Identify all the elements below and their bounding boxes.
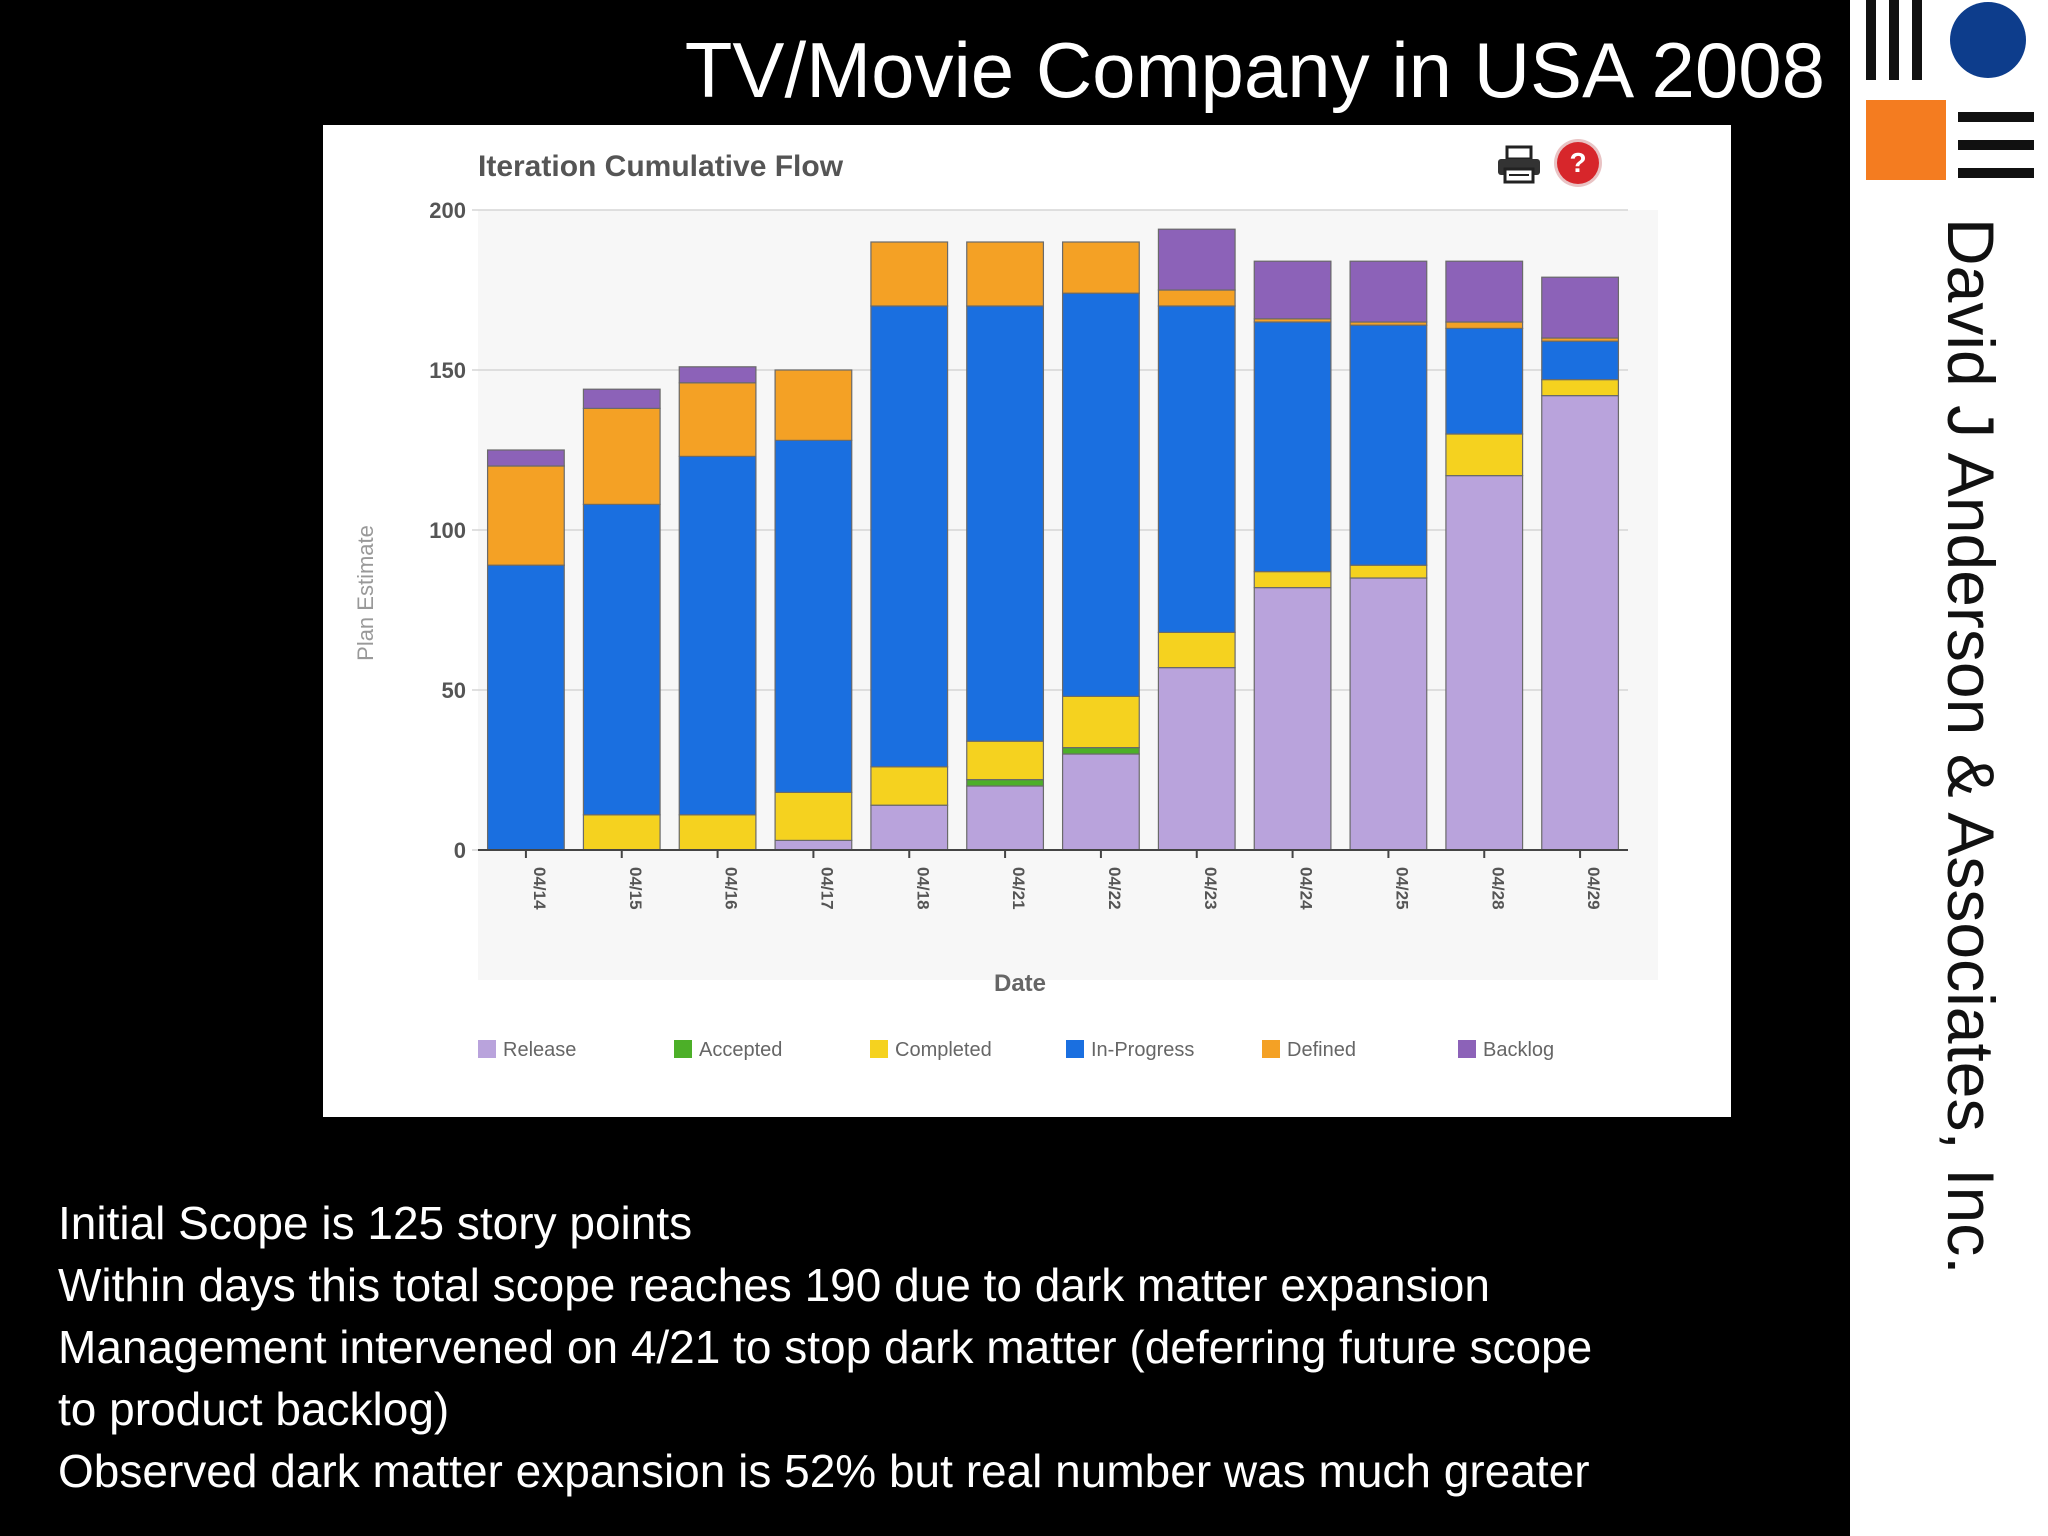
x-axis-label: Date: [994, 970, 1046, 997]
bar-segment-defined[interactable]: [966, 241, 1045, 307]
bar-segment-in-progress[interactable]: [1253, 321, 1332, 573]
x-tick-label: 04/16: [722, 867, 741, 910]
bar-segment-accepted[interactable]: [1061, 746, 1140, 755]
bullet-line: Initial Scope is 125 story points: [58, 1197, 693, 1249]
legend-label[interactable]: Release: [503, 1039, 576, 1061]
bar-segment-completed[interactable]: [966, 740, 1045, 781]
x-tick-label: 04/23: [1201, 867, 1220, 910]
cumulative-flow-chart: 0 50 100 150 200 04/14 04/15 04/16 04/17 04/18 04/…: [353, 198, 1658, 1061]
bar-segment-backlog[interactable]: [1445, 260, 1524, 323]
legend-label[interactable]: Defined: [1287, 1039, 1356, 1061]
legend-label[interactable]: Backlog: [1483, 1039, 1554, 1061]
bar-segment-completed[interactable]: [1445, 433, 1524, 477]
bullet-line: Observed dark matter expansion is 52% bu…: [58, 1445, 1590, 1497]
bar-segment-release[interactable]: [1061, 753, 1140, 851]
bar-segment-defined[interactable]: [678, 382, 757, 457]
bar-segment-release[interactable]: [966, 785, 1045, 851]
bar-segment-in-progress[interactable]: [966, 305, 1045, 742]
bar-segment-defined[interactable]: [1061, 241, 1140, 294]
bar-segment-release[interactable]: [1541, 395, 1620, 851]
bar-segment-completed[interactable]: [774, 791, 853, 842]
x-tick-label: 04/14: [530, 867, 549, 910]
y-tick-label: 200: [429, 198, 466, 223]
bar-segment-backlog[interactable]: [1541, 276, 1620, 339]
x-tick-label: 04/29: [1584, 867, 1603, 910]
bar-segment-release[interactable]: [1445, 475, 1524, 851]
company-logo-mark: [1866, 0, 2034, 180]
bar-segment-accepted[interactable]: [966, 778, 1045, 787]
bullet-line: to product backlog): [58, 1383, 450, 1435]
bar-segment-defined[interactable]: [1157, 289, 1236, 307]
bar-segment-in-progress[interactable]: [1061, 292, 1140, 698]
y-tick-label: 50: [442, 678, 466, 703]
bar-segment-backlog[interactable]: [678, 366, 757, 384]
bar-segment-completed[interactable]: [870, 766, 949, 806]
bar-segment-defined[interactable]: [582, 407, 661, 505]
x-tick-label: 04/24: [1297, 867, 1316, 910]
bar-segment-in-progress[interactable]: [1541, 340, 1620, 381]
bar-segment-in-progress[interactable]: [774, 439, 853, 793]
bar-segment-in-progress[interactable]: [1157, 305, 1236, 633]
bar-segment-backlog[interactable]: [1253, 260, 1332, 320]
x-tick-label: 04/25: [1392, 867, 1411, 910]
chart-panel: 0 50 100 150 200 04/14 04/15 04/16 04/17 04/18 04/…: [323, 125, 1731, 1117]
legend-swatch: [1458, 1040, 1476, 1058]
legend-label[interactable]: Completed: [895, 1039, 992, 1061]
bar-segment-backlog[interactable]: [1157, 228, 1236, 291]
bar-segment-release[interactable]: [1349, 577, 1428, 851]
legend-swatch: [1066, 1040, 1084, 1058]
bar-segment-completed[interactable]: [678, 814, 757, 851]
bullet-line: Within days this total scope reaches 190…: [58, 1259, 1490, 1311]
legend-label[interactable]: Accepted: [699, 1039, 782, 1061]
legend-label[interactable]: In-Progress: [1091, 1039, 1194, 1061]
y-axis-label: Plan Estimate: [353, 525, 378, 661]
bar-segment-completed[interactable]: [582, 814, 661, 851]
bar-segment-completed[interactable]: [1061, 695, 1140, 749]
logo-panel: David J Anderson & Associates, Inc.: [1850, 0, 2048, 1536]
chart-title: Iteration Cumulative Flow: [478, 150, 844, 183]
bullet-line: Management intervened on 4/21 to stop da…: [58, 1321, 1593, 1373]
x-tick-label: 04/22: [1105, 867, 1124, 910]
bar-segment-in-progress[interactable]: [678, 455, 757, 816]
y-tick-label: 100: [429, 518, 466, 543]
bar-segment-in-progress[interactable]: [1349, 324, 1428, 566]
x-tick-label: 04/21: [1009, 867, 1028, 910]
bar-segment-backlog[interactable]: [1349, 260, 1428, 323]
legend-swatch: [674, 1040, 692, 1058]
x-tick-label: 04/28: [1488, 867, 1507, 910]
y-tick-label: 150: [429, 358, 466, 383]
bar-segment-in-progress[interactable]: [870, 305, 949, 768]
bar-segment-backlog[interactable]: [486, 449, 565, 467]
bar-segment-in-progress[interactable]: [582, 503, 661, 816]
x-tick-label: 04/15: [626, 867, 645, 910]
bar-segment-in-progress[interactable]: [1445, 327, 1524, 435]
bar-segment-in-progress[interactable]: [486, 564, 565, 851]
bar-segment-defined[interactable]: [774, 369, 853, 442]
legend-swatch: [1262, 1040, 1280, 1058]
bar-segment-defined[interactable]: [870, 241, 949, 307]
bar-segment-completed[interactable]: [1253, 571, 1332, 589]
body-text: Initial Scope is 125 story points Within…: [58, 1192, 1838, 1502]
help-icon[interactable]: ?: [1557, 142, 1599, 184]
bar-segment-completed[interactable]: [1157, 631, 1236, 669]
printer-icon[interactable]: [1496, 145, 1542, 185]
y-tick-label: 0: [454, 838, 466, 863]
legend-swatch: [478, 1040, 496, 1058]
company-name: David J Anderson & Associates, Inc.: [1934, 218, 2008, 1275]
bar-segment-release[interactable]: [774, 839, 853, 851]
bar-segment-defined[interactable]: [1445, 321, 1524, 330]
x-tick-label: 04/17: [817, 867, 836, 910]
bar-segment-release[interactable]: [1253, 587, 1332, 851]
bar-segment-backlog[interactable]: [582, 388, 661, 410]
bar-segment-completed[interactable]: [1541, 379, 1620, 397]
bar-segment-release[interactable]: [1157, 666, 1236, 851]
x-tick-label: 04/18: [913, 867, 932, 910]
legend-swatch: [870, 1040, 888, 1058]
bar-segment-release[interactable]: [870, 804, 949, 851]
bar-segment-defined[interactable]: [486, 465, 565, 566]
slide-title: TV/Movie Company in USA 2008: [684, 26, 1825, 114]
bar-segment-completed[interactable]: [1349, 564, 1428, 579]
